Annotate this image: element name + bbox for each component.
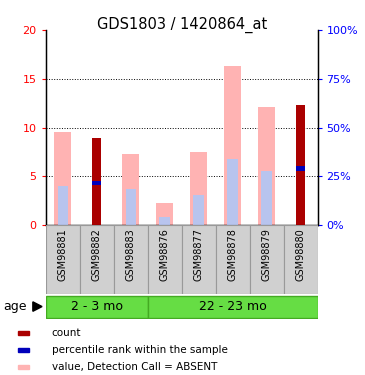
Text: GSM98882: GSM98882 bbox=[92, 228, 101, 281]
Text: GSM98880: GSM98880 bbox=[296, 228, 306, 281]
Bar bbox=[216, 225, 250, 294]
Bar bbox=[224, 66, 241, 225]
Bar bbox=[258, 107, 275, 225]
Bar bbox=[18, 364, 29, 369]
Bar bbox=[296, 105, 305, 225]
Bar bbox=[261, 171, 272, 225]
Bar bbox=[147, 296, 318, 318]
Text: GSM98883: GSM98883 bbox=[126, 228, 136, 281]
Bar bbox=[58, 186, 68, 225]
Text: GSM98877: GSM98877 bbox=[193, 228, 204, 282]
Bar bbox=[227, 159, 238, 225]
Text: count: count bbox=[51, 328, 81, 338]
Bar bbox=[122, 154, 139, 225]
Bar bbox=[182, 225, 216, 294]
Bar bbox=[190, 152, 207, 225]
Bar bbox=[160, 217, 170, 225]
Bar bbox=[18, 331, 29, 335]
Bar bbox=[18, 348, 29, 352]
Bar bbox=[147, 225, 182, 294]
Bar bbox=[284, 225, 318, 294]
Text: 2 - 3 mo: 2 - 3 mo bbox=[70, 300, 123, 313]
Text: GSM98879: GSM98879 bbox=[262, 228, 272, 281]
Bar bbox=[114, 225, 147, 294]
Text: GDS1803 / 1420864_at: GDS1803 / 1420864_at bbox=[97, 17, 268, 33]
Bar bbox=[193, 195, 204, 225]
Text: 22 - 23 mo: 22 - 23 mo bbox=[199, 300, 266, 313]
Bar bbox=[46, 296, 147, 318]
Text: GSM98878: GSM98878 bbox=[227, 228, 238, 281]
Text: value, Detection Call = ABSENT: value, Detection Call = ABSENT bbox=[51, 362, 217, 372]
Bar bbox=[46, 225, 80, 294]
Text: GSM98881: GSM98881 bbox=[58, 228, 68, 281]
Bar bbox=[54, 132, 71, 225]
Bar bbox=[250, 225, 284, 294]
Bar bbox=[92, 138, 101, 225]
Bar bbox=[126, 189, 136, 225]
Text: age: age bbox=[4, 300, 27, 313]
Bar bbox=[156, 202, 173, 225]
Bar bbox=[92, 181, 101, 185]
Bar bbox=[296, 166, 305, 171]
Bar bbox=[80, 225, 114, 294]
Text: percentile rank within the sample: percentile rank within the sample bbox=[51, 345, 227, 355]
Text: GSM98876: GSM98876 bbox=[160, 228, 170, 281]
